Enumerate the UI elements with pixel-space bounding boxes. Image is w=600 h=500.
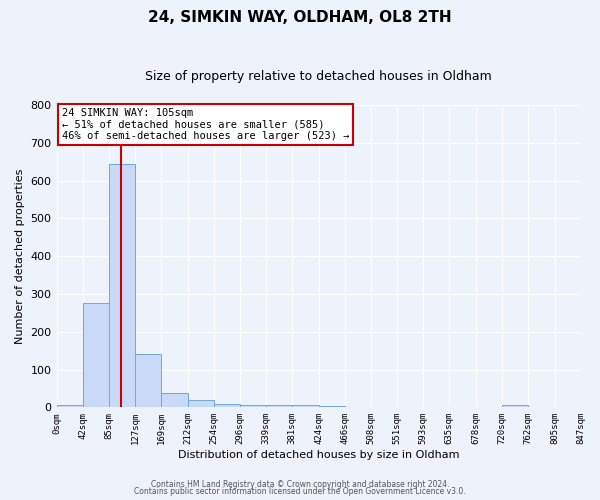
Text: Contains HM Land Registry data © Crown copyright and database right 2024.: Contains HM Land Registry data © Crown c… [151,480,449,489]
Bar [292,406,319,407]
Y-axis label: Number of detached properties: Number of detached properties [15,168,25,344]
Bar [56,404,83,407]
Text: 24, SIMKIN WAY, OLDHAM, OL8 2TH: 24, SIMKIN WAY, OLDHAM, OL8 2TH [148,10,452,25]
Bar [502,406,528,407]
Bar [135,354,161,408]
Bar [319,406,345,407]
Bar [239,404,266,407]
Title: Size of property relative to detached houses in Oldham: Size of property relative to detached ho… [145,70,492,83]
Bar [188,400,214,407]
Text: 24 SIMKIN WAY: 105sqm
← 51% of detached houses are smaller (585)
46% of semi-det: 24 SIMKIN WAY: 105sqm ← 51% of detached … [62,108,349,141]
Bar [214,404,239,407]
Bar [83,304,109,408]
Bar [266,406,292,407]
X-axis label: Distribution of detached houses by size in Oldham: Distribution of detached houses by size … [178,450,459,460]
Bar [161,393,188,407]
Text: Contains public sector information licensed under the Open Government Licence v3: Contains public sector information licen… [134,488,466,496]
Bar [109,164,135,408]
